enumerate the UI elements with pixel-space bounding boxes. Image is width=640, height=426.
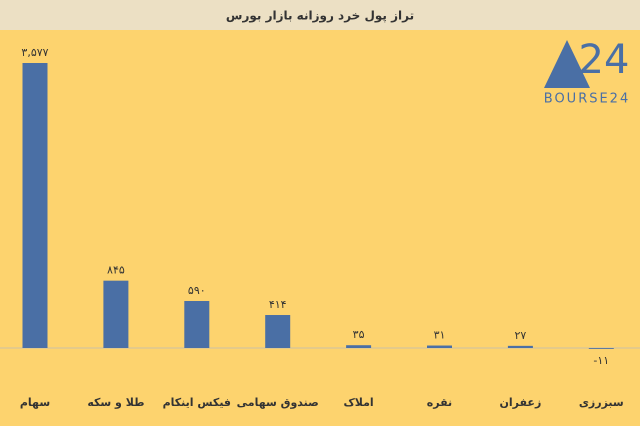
bar <box>427 345 452 348</box>
bar <box>184 300 210 348</box>
x-tick-label: زعفران <box>500 396 542 409</box>
value-label: ۳,۵۷۷ <box>21 46 48 59</box>
x-tick-label: سهام <box>20 396 50 409</box>
bar <box>346 345 372 348</box>
logo: 24 BOURSE24 <box>544 37 630 107</box>
logo-mark: 24 <box>579 37 630 83</box>
chart-title: تراز پول خرد روزانه بازار بورس <box>226 9 414 24</box>
bar <box>22 63 48 348</box>
x-tick-label: طلا و سکه <box>87 396 144 409</box>
value-label: -۱۱ <box>593 354 609 367</box>
x-tick-label: فیکس اینکام <box>163 396 231 409</box>
value-label: ۳۱ <box>434 329 446 342</box>
bar <box>103 280 129 348</box>
x-tick-label: سبزرزی <box>579 396 624 409</box>
value-label: ۴۱۴ <box>269 298 287 311</box>
value-label: ۵۹۰ <box>188 284 206 297</box>
bar <box>588 348 614 349</box>
bar <box>507 345 533 348</box>
x-tick-label: نقره <box>427 396 452 409</box>
x-tick-label: صندوق سهامی <box>237 396 319 409</box>
x-tick-label: املاک <box>343 396 373 409</box>
bar <box>265 315 291 348</box>
logo-triangle <box>544 40 590 88</box>
plot-area <box>0 30 640 426</box>
value-label: ۳۵ <box>353 328 365 341</box>
value-label: ۸۴۵ <box>107 264 125 277</box>
logo-name: BOURSE24 <box>544 92 630 107</box>
value-label: ۲۷ <box>514 329 526 342</box>
